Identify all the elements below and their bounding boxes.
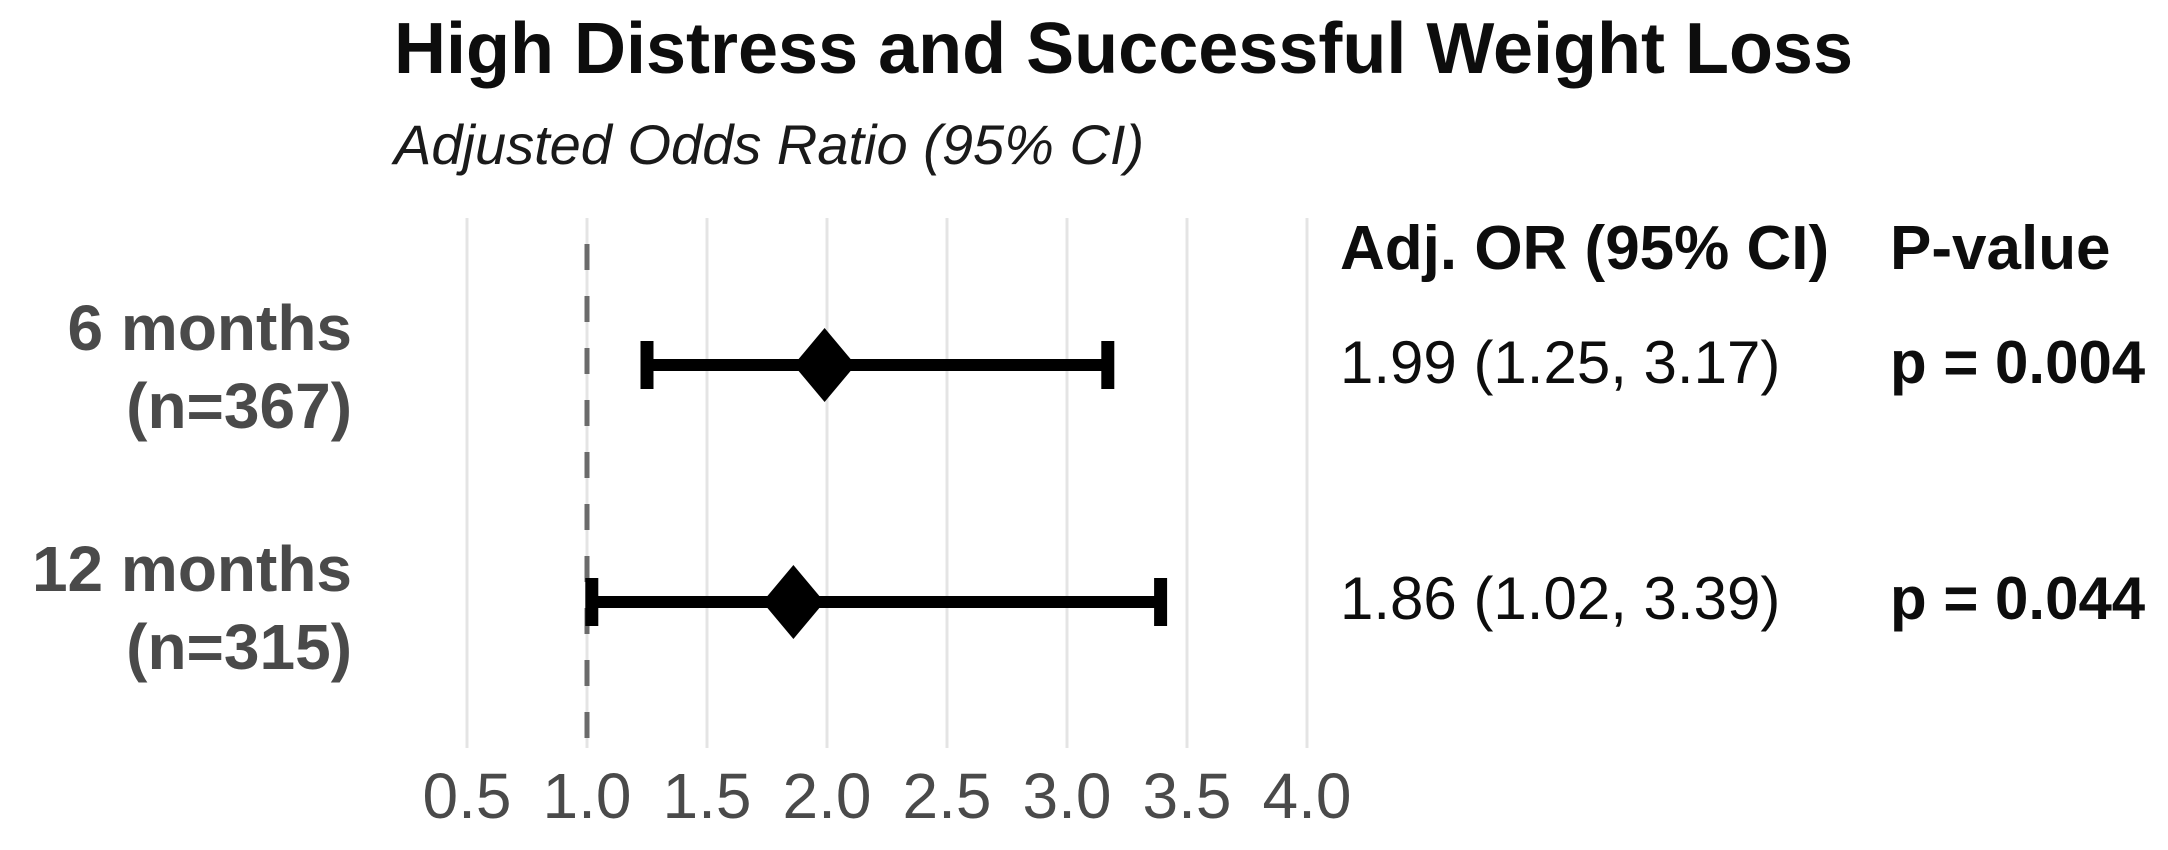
- table-header-pvalue: P-value: [1890, 214, 2111, 283]
- x-tick-label: 1.5: [663, 760, 752, 832]
- table-header-or: Adj. OR (95% CI): [1340, 214, 1830, 283]
- x-tick-label: 1.0: [543, 760, 632, 832]
- or-ci-value: 1.86 (1.02, 3.39): [1340, 565, 1781, 632]
- row-label-line2: (n=315): [126, 611, 352, 683]
- or-ci-value: 1.99 (1.25, 3.17): [1340, 329, 1781, 396]
- row-label-line1: 6 months: [67, 292, 352, 364]
- p-value: p = 0.004: [1890, 329, 2146, 396]
- diamond-marker: [762, 565, 825, 639]
- row-label-6-months: 6 months (n=367): [0, 289, 352, 445]
- p-value: p = 0.044: [1890, 565, 2146, 632]
- x-tick-label: 4.0: [1263, 760, 1352, 832]
- chart-subtitle: Adjusted Odds Ratio (95% CI): [394, 113, 1145, 176]
- row-label-line2: (n=367): [126, 370, 352, 442]
- row-label-line1: 12 months: [31, 533, 352, 605]
- x-tick-label: 2.0: [783, 760, 872, 832]
- x-tick-label: 3.5: [1143, 760, 1232, 832]
- x-tick-label: 2.5: [903, 760, 992, 832]
- diamond-marker: [793, 328, 856, 402]
- row-label-12-months: 12 months (n=315): [0, 530, 352, 686]
- chart-title: High Distress and Successful Weight Loss: [394, 9, 1854, 89]
- x-tick-label: 0.5: [423, 760, 512, 832]
- x-tick-label: 3.0: [1023, 760, 1112, 832]
